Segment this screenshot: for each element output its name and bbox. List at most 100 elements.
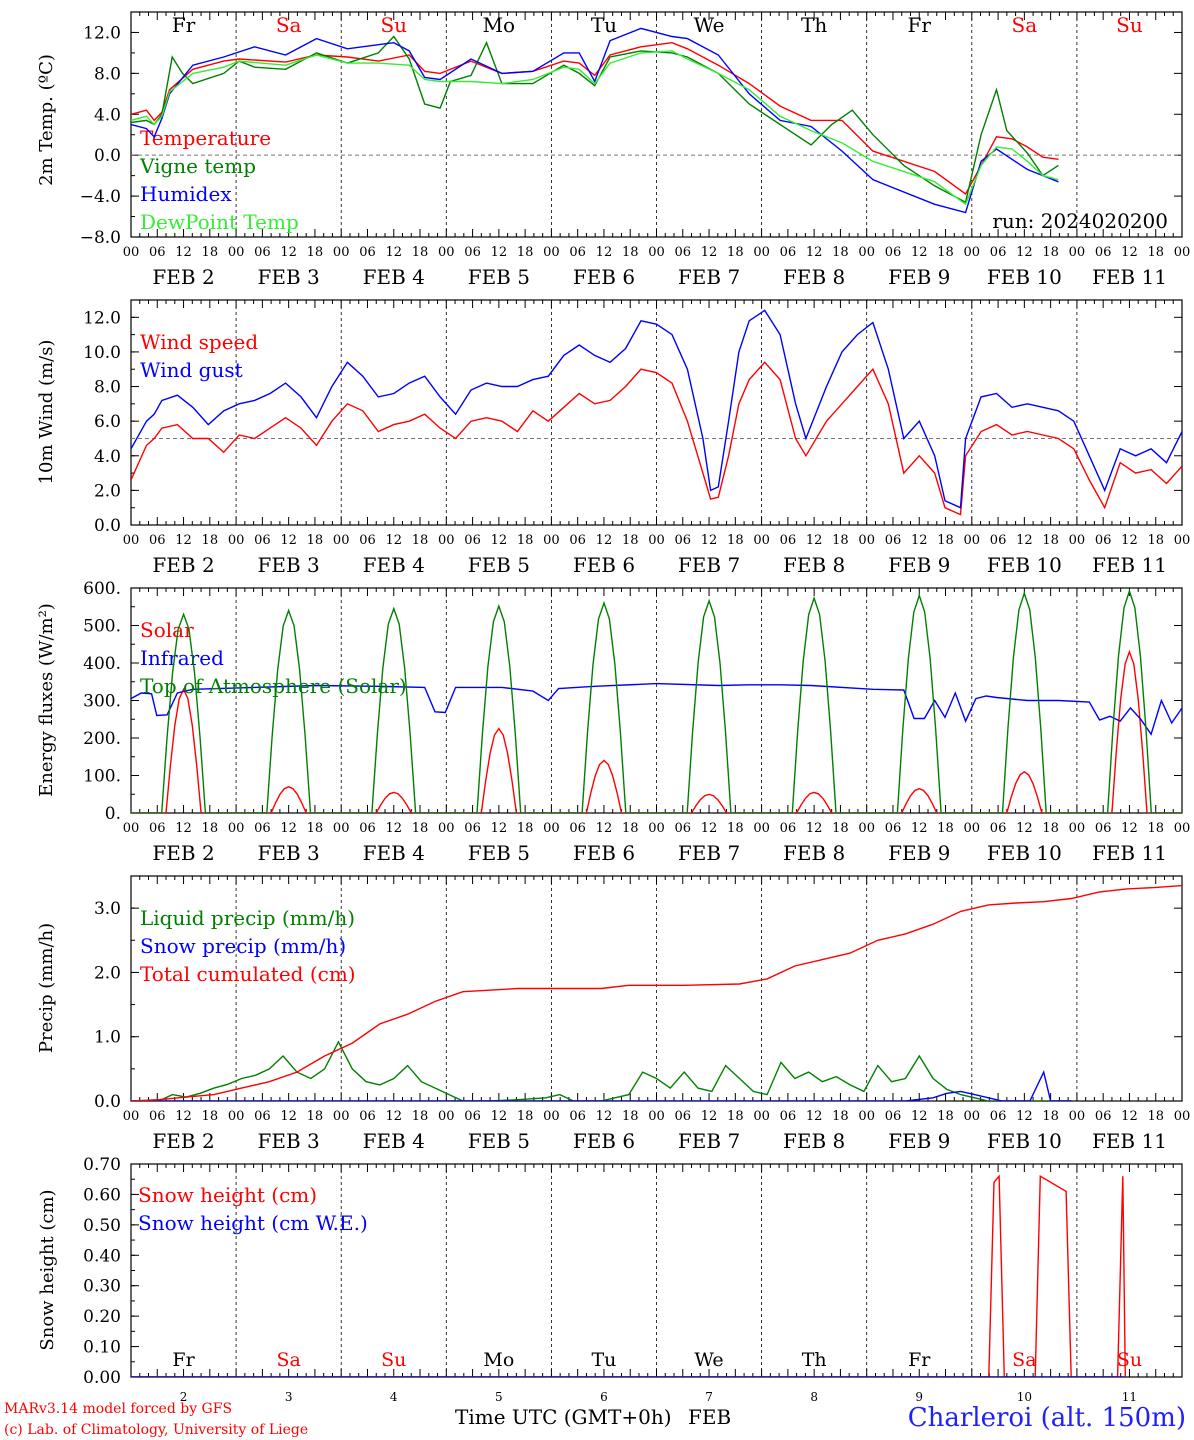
- hour-label: 18: [517, 245, 534, 260]
- date-label: FEB 10: [987, 553, 1062, 577]
- date-label: FEB 11: [1092, 553, 1167, 577]
- hour-label: 06: [1095, 821, 1112, 836]
- weekday-label: We: [694, 13, 725, 37]
- date-label: FEB 3: [258, 1129, 320, 1153]
- weekday-label: Tu: [591, 1349, 616, 1371]
- location-label: Charleroi (alt. 150m): [908, 1403, 1186, 1433]
- weekday-label: Su: [380, 13, 407, 37]
- hour-label: 18: [622, 1109, 639, 1124]
- hour-label: 06: [885, 533, 902, 548]
- date-label: FEB 7: [678, 265, 740, 289]
- hour-label: 00: [964, 533, 981, 548]
- hour-label: 12: [911, 245, 928, 260]
- date-label: FEB 3: [258, 265, 320, 289]
- hour-label: 00: [753, 821, 770, 836]
- hour-label: 12: [385, 1109, 402, 1124]
- hour-label: 00: [1069, 245, 1086, 260]
- date-label: FEB 5: [468, 1129, 530, 1153]
- weekday-label: Fr: [172, 1349, 195, 1371]
- hour-label: 06: [780, 821, 797, 836]
- legend-entry: Snow height (cm W.E.): [138, 1211, 368, 1235]
- hour-label: 00: [543, 1109, 560, 1124]
- hour-label: 18: [412, 533, 429, 548]
- hour-label: 18: [622, 245, 639, 260]
- hour-label: 06: [885, 245, 902, 260]
- y-tick-label: 2.0: [94, 963, 121, 983]
- hour-label: 00: [648, 1109, 665, 1124]
- hour-label: 12: [1016, 245, 1033, 260]
- weekday-label: Sa: [1012, 13, 1038, 37]
- weekday-label: Su: [381, 1349, 406, 1371]
- hour-label: 00: [228, 245, 245, 260]
- hour-label: 12: [596, 821, 613, 836]
- hour-label: 00: [438, 1109, 455, 1124]
- y-tick-label: 500.: [83, 617, 121, 637]
- y-tick-label: −4.0: [80, 187, 121, 207]
- date-label: FEB 8: [783, 1129, 845, 1153]
- hour-label: 00: [228, 821, 245, 836]
- legend-entry: Snow height (cm): [138, 1183, 317, 1207]
- y-tick-label: 0.30: [83, 1277, 121, 1297]
- hour-label: 18: [1042, 1109, 1059, 1124]
- hour-label: 06: [1095, 533, 1112, 548]
- hour-label: 18: [1147, 1109, 1164, 1124]
- panel-temp: −8.0 −4.0 0.0 4.0 8.0 12.0 2m Temp. (ºC) Temper…: [36, 11, 1190, 289]
- series-line-total-cumulated-cm-: [131, 884, 1182, 1101]
- legend-entry: Temperature: [140, 126, 271, 150]
- hour-label: 12: [701, 821, 718, 836]
- hour-label: 18: [517, 533, 534, 548]
- weekday-label: Mo: [483, 13, 516, 37]
- hour-label: 18: [1042, 245, 1059, 260]
- date-label: FEB 7: [678, 841, 740, 865]
- run-label: run: 2024020200: [992, 209, 1168, 233]
- date-label: FEB 10: [987, 265, 1062, 289]
- hour-label: 00: [333, 1109, 350, 1124]
- date-label: FEB 3: [258, 841, 320, 865]
- hour-label: 06: [464, 533, 481, 548]
- series-line-wind-speed: [131, 361, 1182, 516]
- y-tick-label: 6.0: [94, 412, 121, 432]
- hour-label: 12: [701, 533, 718, 548]
- hour-label: 06: [1095, 245, 1112, 260]
- date-label: FEB 2: [152, 841, 214, 865]
- hour-label: 06: [464, 1109, 481, 1124]
- date-label: FEB 6: [573, 553, 635, 577]
- day-number-label: 4: [390, 1390, 398, 1404]
- hour-label: 00: [1174, 533, 1191, 548]
- date-label: FEB 9: [888, 265, 950, 289]
- hour-label: 18: [937, 533, 954, 548]
- hour-label: 00: [123, 533, 140, 548]
- date-label: FEB 9: [888, 1129, 950, 1153]
- hour-label: 18: [832, 245, 849, 260]
- hour-label: 00: [1069, 1109, 1086, 1124]
- date-label: FEB 10: [987, 1129, 1062, 1153]
- series-line-wind-gust: [131, 309, 1182, 509]
- date-label: FEB 6: [573, 1129, 635, 1153]
- date-label: FEB 11: [1092, 841, 1167, 865]
- date-label: FEB 2: [152, 553, 214, 577]
- hour-label: 12: [806, 821, 823, 836]
- panel-energy: 0. 100. 200. 300. 400. 500. 600. Energy fluxes …: [36, 579, 1190, 865]
- series-line-solar: [131, 649, 1182, 813]
- date-label: FEB 3: [258, 553, 320, 577]
- hour-label: 12: [280, 821, 297, 836]
- hour-label: 00: [123, 245, 140, 260]
- hour-label: 06: [990, 245, 1007, 260]
- weekday-label: Su: [1116, 13, 1143, 37]
- series-line-humidex: [131, 27, 1059, 214]
- hour-label: 00: [753, 245, 770, 260]
- y-tick-label: 0.40: [83, 1246, 121, 1266]
- hour-label: 12: [911, 1109, 928, 1124]
- hour-label: 00: [333, 245, 350, 260]
- legend-entry: Total cumulated (cm): [140, 962, 356, 986]
- hour-label: 00: [858, 533, 875, 548]
- hour-label: 00: [1174, 1109, 1191, 1124]
- hour-label: 00: [543, 245, 560, 260]
- hour-label: 00: [964, 245, 981, 260]
- hour-label: 12: [280, 245, 297, 260]
- hour-label: 00: [123, 1109, 140, 1124]
- hour-label: 00: [858, 245, 875, 260]
- hour-label: 12: [806, 1109, 823, 1124]
- hour-label: 18: [1147, 821, 1164, 836]
- y-tick-label: 0.: [105, 804, 121, 824]
